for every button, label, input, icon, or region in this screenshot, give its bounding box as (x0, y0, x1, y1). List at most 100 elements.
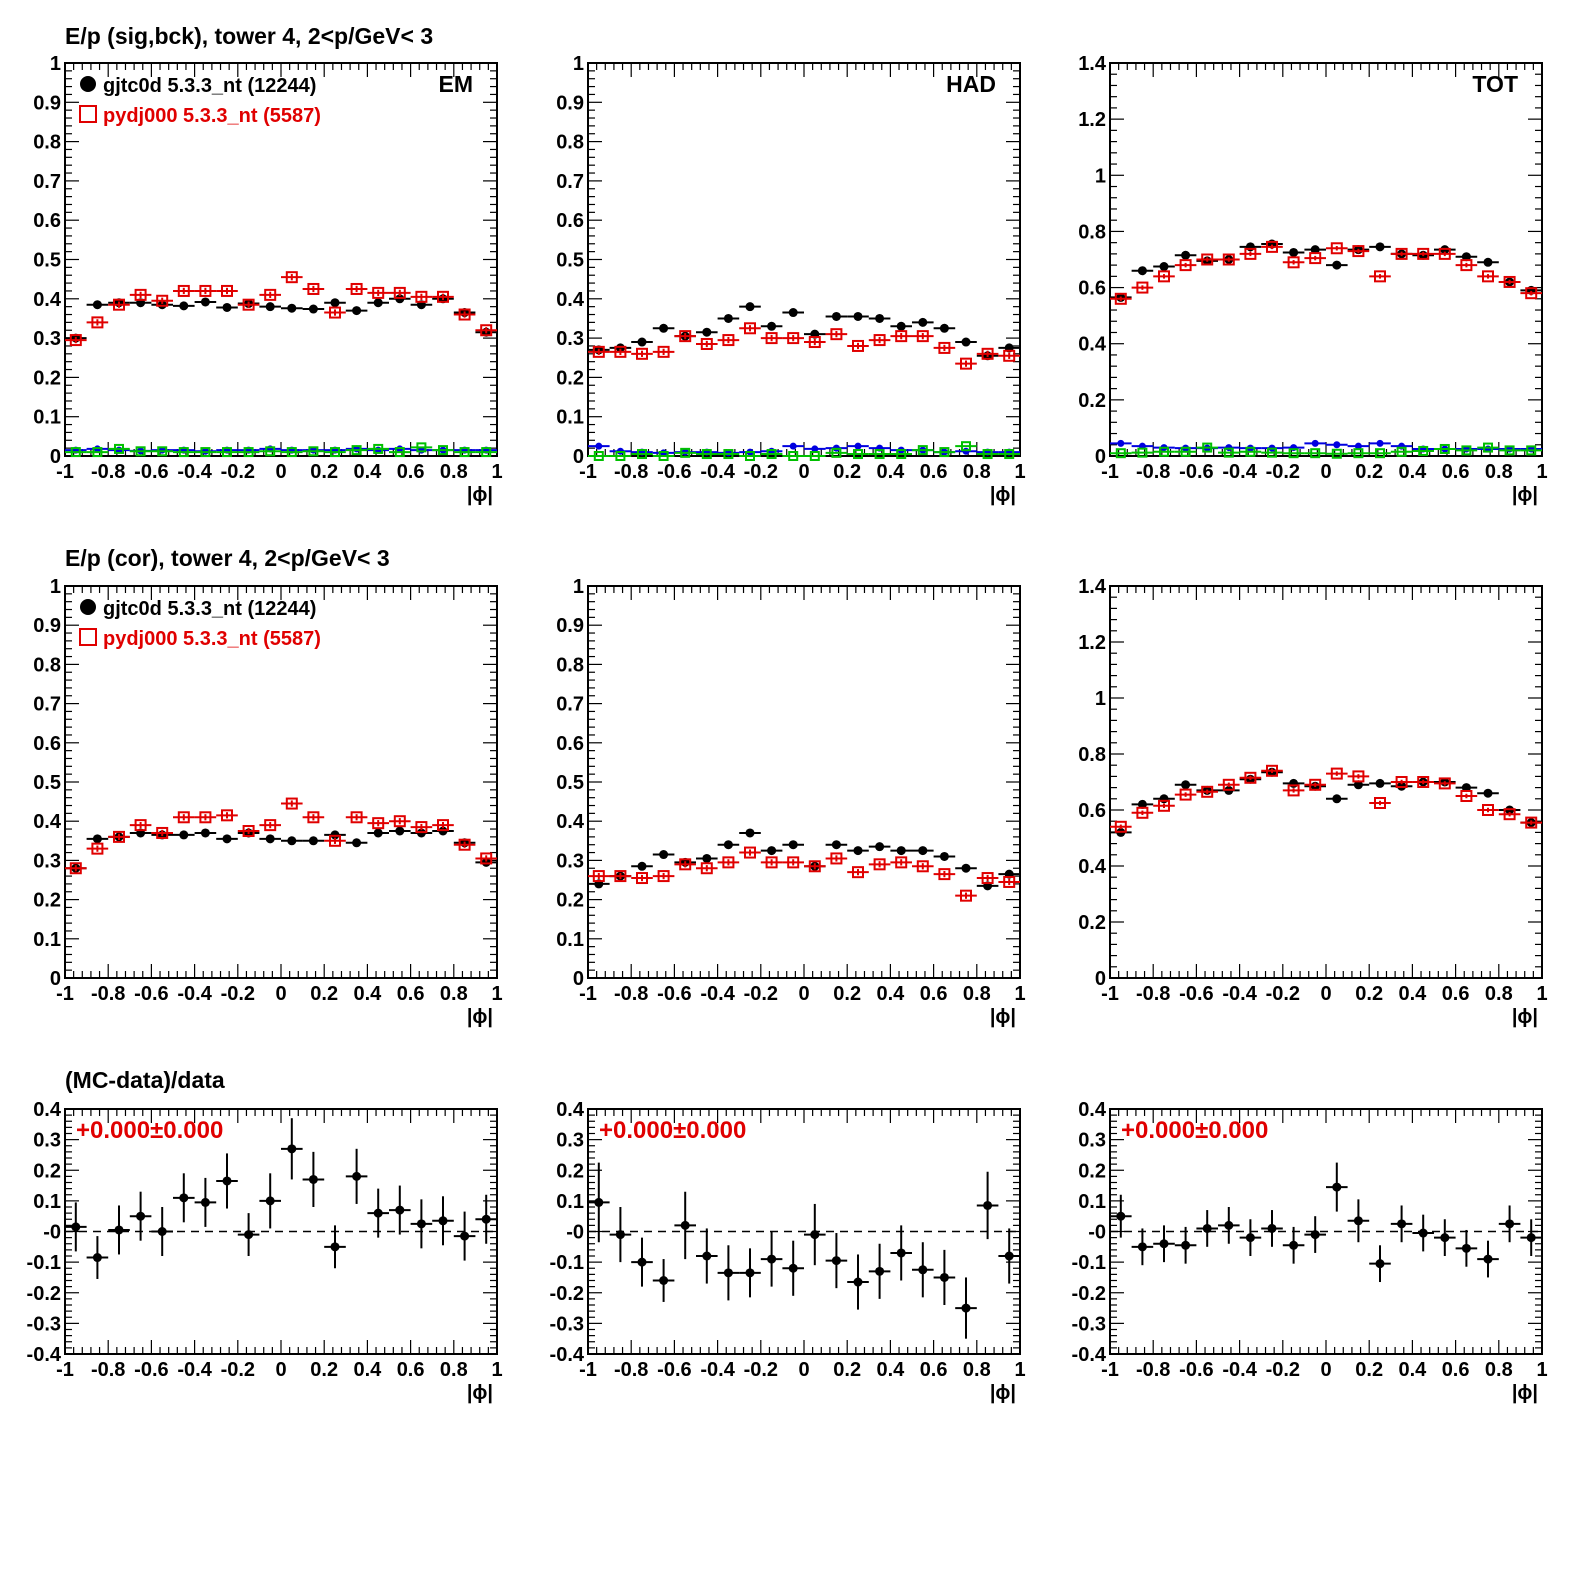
y-tick-label: 0.2 (1078, 1160, 1106, 1182)
mc-bck-point (222, 447, 232, 458)
data-point (594, 1197, 604, 1207)
x-tick-label: 0.2 (833, 1359, 861, 1381)
y-tick-label: 0.3 (556, 1130, 584, 1152)
data-point (853, 311, 863, 321)
x-tick-label: 0.2 (310, 461, 338, 483)
mc-point (1003, 875, 1016, 888)
legend-data-marker (80, 599, 96, 615)
data-point (1440, 1233, 1450, 1243)
data-point (1353, 780, 1363, 790)
data-point (373, 298, 383, 308)
mc-bck-point (459, 447, 470, 458)
data-point (896, 321, 906, 331)
mc-point (199, 284, 212, 297)
mc-point (264, 288, 277, 301)
y-tick-label: 0.4 (1078, 1099, 1107, 1121)
x-tick-label: 0 (1320, 983, 1331, 1005)
data-point (767, 846, 777, 856)
x-tick-label: -1 (579, 461, 597, 483)
y-tick-label: 0.3 (33, 1130, 61, 1152)
mc-point (372, 817, 385, 830)
mc-point (852, 866, 864, 879)
mc-point (1460, 790, 1473, 802)
legend-data-marker (80, 76, 96, 92)
data-point (875, 313, 885, 323)
y-tick-label: -0 (566, 1222, 584, 1244)
data-point (1332, 260, 1342, 270)
y-tick-label: 0.5 (556, 772, 584, 794)
mc-point (329, 306, 341, 319)
x-tick-label: -0.2 (221, 983, 255, 1005)
y-tick-label: -0.1 (1072, 1252, 1106, 1274)
data-point (1483, 788, 1493, 798)
x-tick-label: 0.8 (440, 983, 468, 1005)
mc-point (307, 811, 320, 824)
data-bck-point (1117, 439, 1125, 447)
mc-point (981, 872, 994, 885)
mc-bck-point (853, 449, 863, 460)
mc-point (636, 347, 648, 360)
mc-point (700, 862, 713, 875)
mc-point (480, 324, 493, 337)
mc-point (1309, 252, 1322, 265)
mc-bck-point (1375, 448, 1385, 459)
mc-bck-point (1396, 446, 1407, 457)
mc-point (1003, 349, 1016, 362)
mc-point (221, 284, 233, 297)
x-tick-label: 0 (1320, 461, 1331, 483)
x-tick-label: -0.8 (91, 1359, 125, 1381)
y-tick-label: 1.2 (1078, 109, 1106, 131)
mc-point (177, 284, 190, 297)
mc-point (1244, 247, 1257, 260)
x-tick-label: 1 (1014, 461, 1025, 483)
data-point (637, 1257, 647, 1267)
y-tick-label: 1 (573, 53, 584, 75)
x-tick-label: 0.4 (1398, 983, 1427, 1005)
x-tick-label: -0.6 (1179, 983, 1213, 1005)
mc-point (113, 298, 125, 311)
x-tick-label: 0 (798, 983, 809, 1005)
x-tick-label: -0.4 (700, 461, 735, 483)
data-point (896, 1248, 906, 1258)
y-tick-label: 0.4 (33, 289, 62, 311)
data-point (1483, 1254, 1493, 1264)
mc-point (1244, 771, 1257, 784)
data-point (637, 337, 647, 347)
data-point (853, 1277, 863, 1287)
mc-point (1525, 287, 1538, 300)
panel-r1-tot: -1 -0.8 -0.6 -0.4 -0.2 0 0.2 0.4 0.6 0.8 1|ϕ|00.20… (1078, 53, 1547, 506)
y-tick-label: -0.2 (1072, 1283, 1106, 1305)
data-point (831, 840, 841, 850)
mc-point (1201, 785, 1214, 798)
mc-point (636, 872, 648, 885)
x-tick-label: 0 (275, 983, 286, 1005)
x-tick-label: 0.8 (1485, 1359, 1513, 1381)
mc-point (134, 819, 147, 832)
mc-point (1266, 764, 1278, 777)
data-point (1461, 1243, 1471, 1253)
data-bck-point (789, 442, 797, 450)
mc-bck-point (961, 441, 971, 452)
data-point (1375, 1259, 1385, 1269)
x-tick-label: 0 (798, 461, 809, 483)
x-tick-label: 1 (1014, 1359, 1025, 1381)
data-point (896, 846, 906, 856)
data-point (1526, 1233, 1536, 1243)
x-tick-label: -0.2 (221, 1359, 255, 1381)
data-point (1483, 257, 1493, 267)
y-tick-label: 1.2 (1078, 632, 1106, 654)
fit-result: +0.000±0.000 (76, 1117, 223, 1144)
x-tick-label: 0 (1320, 1359, 1331, 1381)
mc-point (787, 856, 800, 869)
x-tick-label: -0.6 (1179, 461, 1213, 483)
x-tick-label: -0.8 (1136, 461, 1170, 483)
data-point (961, 1303, 971, 1313)
data-point (114, 1225, 124, 1235)
legend-mc-marker (79, 628, 97, 646)
y-tick-label: 0.1 (556, 1191, 584, 1213)
data-point (1137, 1242, 1147, 1252)
mc-point (808, 336, 821, 349)
data-point (961, 337, 971, 347)
x-tick-label: -1 (56, 1359, 74, 1381)
data-point (918, 317, 928, 327)
